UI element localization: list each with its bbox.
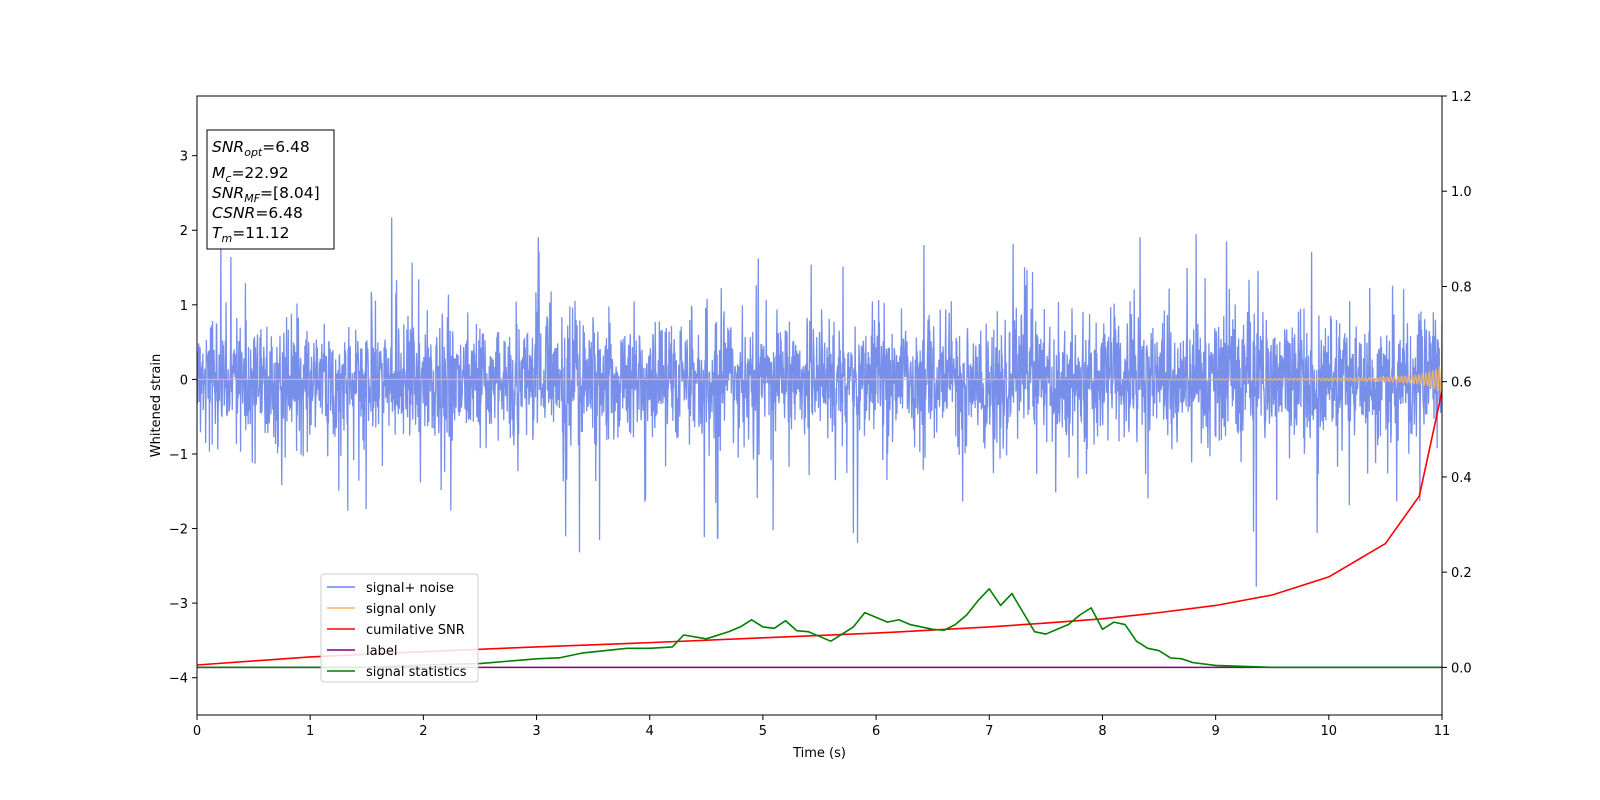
x-tick-label-6: 6 bbox=[872, 724, 880, 739]
series-signal-only bbox=[197, 365, 1442, 395]
legend-label-label: label bbox=[366, 644, 397, 659]
y-tick-label--2: −2 bbox=[169, 523, 188, 538]
y2-tick-label-0.8: 0.8 bbox=[1451, 280, 1472, 295]
y-tick-label--4: −4 bbox=[169, 672, 188, 687]
ticks-layer: 0 1 2 3 4 5 6 7 8 9 10 11 −4 −3 −2 −1 0 1 2 3 0.0 0.2 0.4 0.6 0.… bbox=[169, 90, 1472, 739]
series-signal-noise bbox=[197, 217, 1442, 587]
x-tick-label-3: 3 bbox=[532, 724, 540, 739]
x-axis-title: Time (s) bbox=[792, 746, 846, 761]
y-tick-label--3: −3 bbox=[169, 597, 188, 612]
legend-entry-signal-noise: signal+ noise bbox=[327, 581, 454, 596]
x-tick-label-1: 1 bbox=[306, 724, 314, 739]
legend-entry-cumilative-snr: cumilative SNR bbox=[327, 623, 465, 638]
x-tick-label-9: 9 bbox=[1211, 724, 1219, 739]
y2-tick-label-0.2: 0.2 bbox=[1451, 566, 1472, 581]
x-tick-label-5: 5 bbox=[759, 724, 767, 739]
y-tick-label-0: 0 bbox=[180, 373, 188, 388]
annotation-box: SNRopt=6.48 Mc=22.92 SNRMF=[8.04] CSNR=6… bbox=[206, 129, 335, 250]
x-tick-label-8: 8 bbox=[1098, 724, 1106, 739]
legend-label-signal-only: signal only bbox=[366, 602, 436, 617]
y-tick-label-2: 2 bbox=[180, 224, 188, 239]
series-cumilative-snr bbox=[197, 391, 1442, 666]
y-tick-label--1: −1 bbox=[169, 448, 188, 463]
y2-tick-label-1.0: 1.0 bbox=[1451, 185, 1472, 200]
y2-tick-label-1.2: 1.2 bbox=[1451, 90, 1472, 105]
annotation-line-mc: Mc=22.92 bbox=[212, 164, 289, 185]
y2-tick-label-0.0: 0.0 bbox=[1451, 661, 1472, 676]
legend-entry-signal-statistics: signal statistics bbox=[327, 665, 467, 680]
annotation-frame bbox=[206, 129, 335, 250]
legend-label-cumilative-snr: cumilative SNR bbox=[366, 623, 465, 638]
y-tick-label-3: 3 bbox=[180, 150, 188, 165]
legend-label-signal-noise: signal+ noise bbox=[366, 581, 454, 596]
legend-entry-label: label bbox=[327, 644, 397, 659]
y-tick-label-1: 1 bbox=[180, 299, 188, 314]
x-tick-label-0: 0 bbox=[193, 724, 201, 739]
x-tick-label-7: 7 bbox=[985, 724, 993, 739]
y2-tick-label-0.6: 0.6 bbox=[1451, 376, 1472, 391]
series-signal-statistics bbox=[197, 588, 1442, 669]
annotation-line-snr-opt: SNRopt=6.48 bbox=[212, 138, 310, 159]
plot-frame bbox=[196, 95, 1443, 716]
x-tick-label-4: 4 bbox=[646, 724, 654, 739]
legend-entries: signal+ noise signal only cumilative SNR la… bbox=[327, 581, 467, 680]
legend-label-signal-statistics: signal statistics bbox=[366, 665, 467, 680]
annotation-line-tm: Tm=11.12 bbox=[212, 224, 290, 245]
y-axis-title: Whitened strain bbox=[149, 354, 164, 457]
legend-frame bbox=[320, 573, 479, 683]
annotation-line-snr-mf: SNRMF=[8.04] bbox=[212, 184, 320, 205]
y2-tick-label-0.4: 0.4 bbox=[1451, 471, 1472, 486]
annotation-line-csnr: CSNR=6.48 bbox=[212, 204, 303, 222]
legend-entry-signal-only: signal only bbox=[327, 602, 436, 617]
x-tick-label-2: 2 bbox=[419, 724, 427, 739]
x-tick-label-10: 10 bbox=[1321, 724, 1338, 739]
legend: signal+ noise signal only cumilative SNR la… bbox=[320, 573, 479, 683]
x-tick-label-11: 11 bbox=[1434, 724, 1451, 739]
